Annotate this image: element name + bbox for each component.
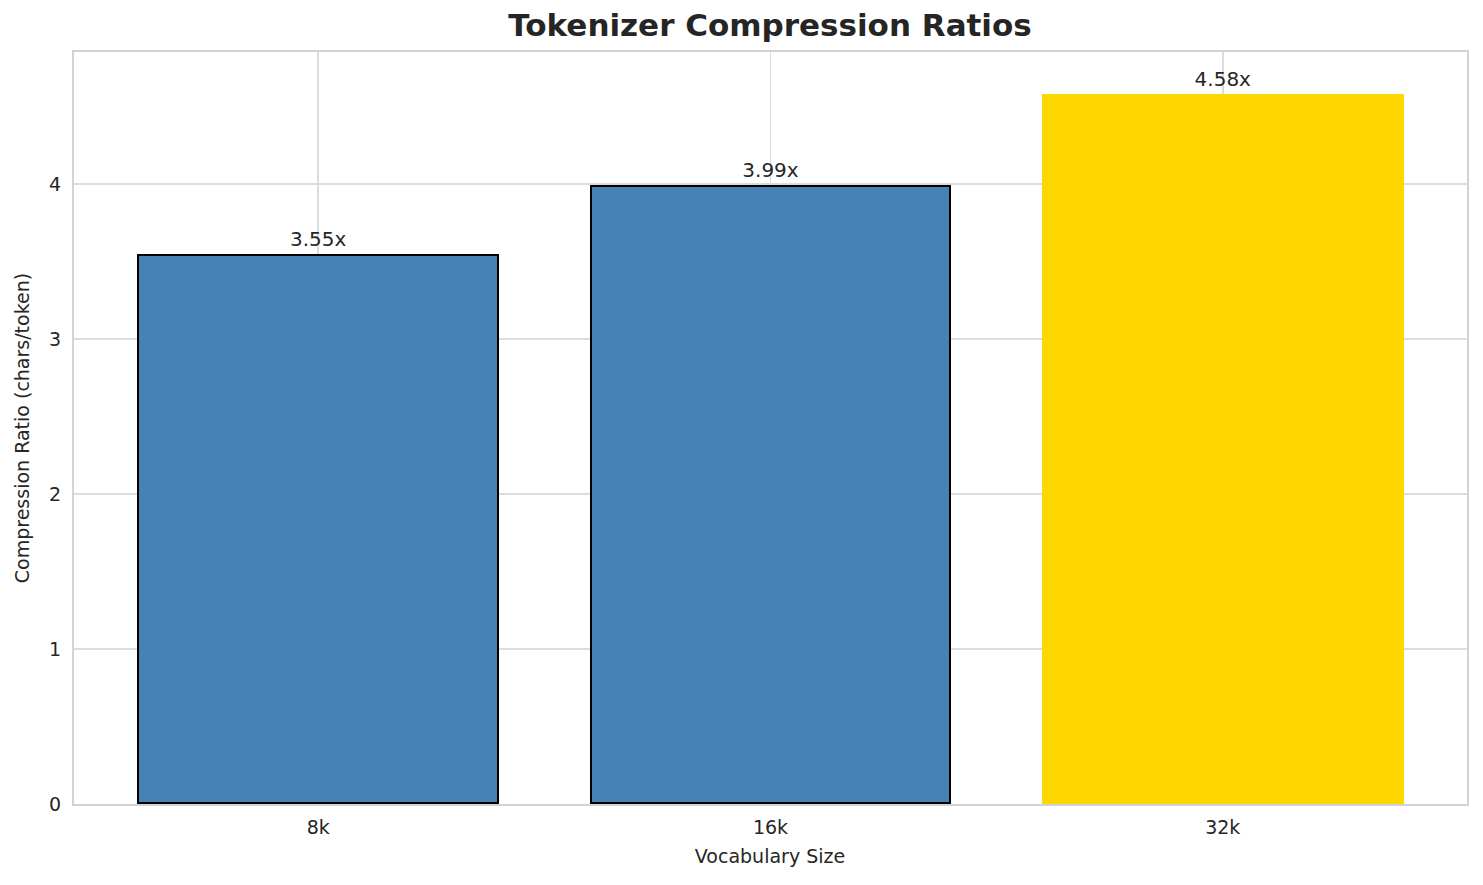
- y-tick-label: 3: [49, 328, 61, 350]
- y-tick-label: 1: [49, 638, 61, 660]
- figure: Tokenizer Compression Ratios 3.55x 3.99x 4…: [0, 0, 1483, 885]
- y-tick-label: 0: [49, 793, 61, 815]
- bar: [137, 254, 499, 804]
- bar-value-label: 3.99x: [742, 158, 798, 182]
- y-tick-label: 2: [49, 483, 61, 505]
- bar-value-label: 3.55x: [290, 227, 346, 251]
- bar: [1042, 94, 1404, 804]
- bar-value-label: 4.58x: [1195, 67, 1251, 91]
- y-tick-label: 4: [49, 173, 61, 195]
- plot-area: 3.55x 3.99x 4.58x: [72, 50, 1469, 806]
- bar: [590, 185, 952, 804]
- x-tick-label: 32k: [1205, 816, 1240, 838]
- x-tick-label: 8k: [307, 816, 330, 838]
- y-axis-label: Compression Ratio (chars/token): [11, 273, 33, 583]
- chart-title: Tokenizer Compression Ratios: [508, 7, 1032, 43]
- x-tick-label: 16k: [753, 816, 788, 838]
- x-axis-label: Vocabulary Size: [695, 845, 845, 867]
